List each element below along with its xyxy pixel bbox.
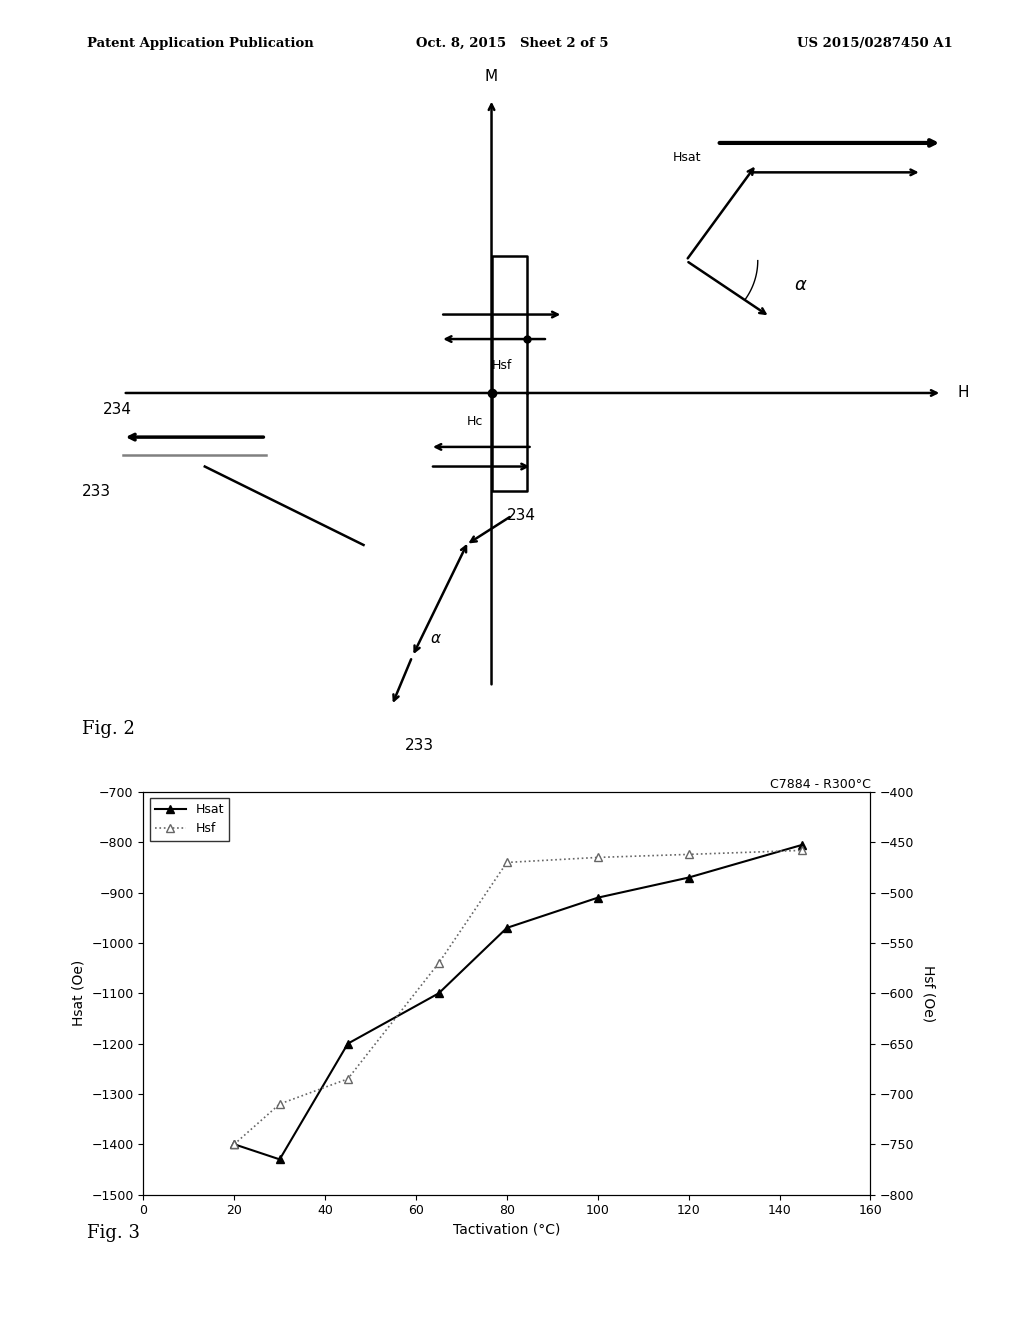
Y-axis label: Hsat (Oe): Hsat (Oe) (72, 960, 86, 1027)
Text: Oct. 8, 2015   Sheet 2 of 5: Oct. 8, 2015 Sheet 2 of 5 (416, 37, 608, 50)
Text: 234: 234 (102, 403, 131, 417)
Hsat (592, 890, 604, 906)
Line: Hsf: Hsf (230, 846, 807, 1148)
Legend: Hsat, Hsf: Hsat, Hsf (150, 799, 229, 841)
Text: Hc: Hc (467, 414, 483, 428)
Text: 233: 233 (406, 738, 434, 754)
Hsf (592, 850, 604, 866)
Hsat (342, 1036, 354, 1052)
Hsf (228, 1137, 241, 1152)
Text: Fig. 2: Fig. 2 (82, 721, 135, 738)
Hsat (432, 985, 444, 1002)
Text: Hsat: Hsat (673, 152, 701, 164)
Hsf (796, 842, 808, 858)
Line: Hsat: Hsat (230, 841, 807, 1163)
Hsat (682, 870, 694, 886)
Text: US 2015/0287450 A1: US 2015/0287450 A1 (797, 37, 952, 50)
Hsf (682, 846, 694, 862)
Text: H: H (957, 385, 969, 400)
Text: 234: 234 (507, 508, 536, 523)
Text: 233: 233 (82, 483, 111, 499)
Hsat (501, 920, 513, 936)
Y-axis label: Hsf (Oe): Hsf (Oe) (922, 965, 936, 1022)
Hsf (501, 854, 513, 870)
Text: Patent Application Publication: Patent Application Publication (87, 37, 313, 50)
Hsat (273, 1151, 286, 1167)
Text: $\alpha$: $\alpha$ (794, 276, 807, 294)
Text: Hsf: Hsf (492, 359, 512, 372)
Text: C7884 - R300°C: C7884 - R300°C (769, 777, 870, 791)
Text: Fig. 3: Fig. 3 (87, 1224, 140, 1242)
X-axis label: Tactivation (°C): Tactivation (°C) (454, 1222, 560, 1237)
Hsat (228, 1137, 241, 1152)
Hsf (432, 956, 444, 972)
Text: M: M (485, 69, 498, 84)
Hsf (342, 1071, 354, 1086)
Text: $\alpha$: $\alpha$ (430, 631, 442, 645)
Hsat (796, 837, 808, 853)
Hsf (273, 1096, 286, 1111)
